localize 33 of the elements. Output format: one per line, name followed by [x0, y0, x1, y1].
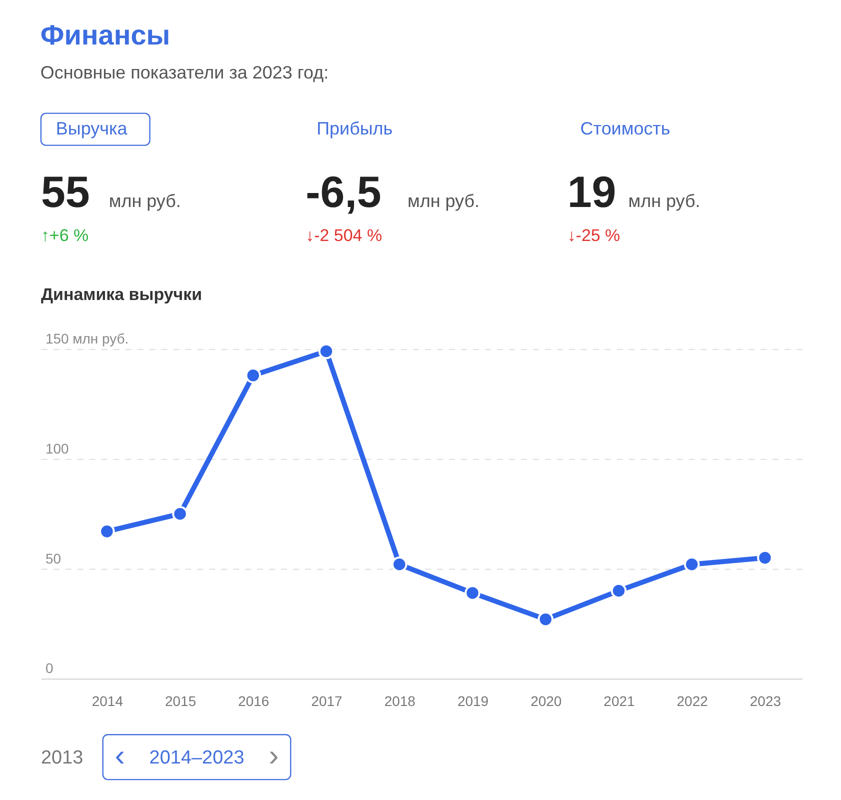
- text: 2013: [40, 748, 84, 769]
- text: ›: [268, 740, 279, 773]
- y-tick-label: 0: [45, 660, 54, 676]
- text: Выручка: [56, 118, 128, 138]
- x-tick-label: 2022: [676, 693, 708, 710]
- text: Основные показатели за 2023 год:: [40, 62, 329, 82]
- y-tick-label: 50: [45, 550, 62, 566]
- chart-title: Динамика выручки: [40, 285, 202, 304]
- text: ‹: [114, 740, 125, 773]
- text: млн руб.: [408, 191, 480, 212]
- text: Прибыль: [316, 118, 393, 138]
- text: Стоимость: [580, 118, 670, 138]
- x-tick-label: 2014: [92, 693, 124, 710]
- x-tick-label: 2015: [165, 693, 196, 710]
- x-tick-label: 2016: [238, 693, 270, 710]
- x-tick-label: 2017: [311, 693, 343, 710]
- x-tick-label: 2019: [457, 693, 489, 710]
- text: млн руб.: [628, 191, 700, 212]
- y-tick-label: 100: [45, 440, 69, 456]
- text: Финансы: [40, 19, 170, 50]
- x-tick-label: 2020: [530, 693, 562, 710]
- text: ↑+6 %: [40, 226, 89, 246]
- x-tick-label: 2021: [604, 693, 635, 710]
- x-tick-label: 2018: [384, 693, 416, 710]
- text: ↓-25 %: [567, 226, 620, 246]
- y-tick-label: 150 млн руб.: [45, 330, 129, 347]
- text: ↓-2 504 %: [306, 226, 382, 246]
- x-tick-label: 2023: [750, 693, 782, 710]
- text: 55: [40, 168, 90, 218]
- text: 19: [567, 168, 616, 218]
- text: 2014–2023: [149, 748, 244, 769]
- text: млн руб.: [108, 191, 181, 212]
- text: -6,5: [306, 168, 382, 218]
